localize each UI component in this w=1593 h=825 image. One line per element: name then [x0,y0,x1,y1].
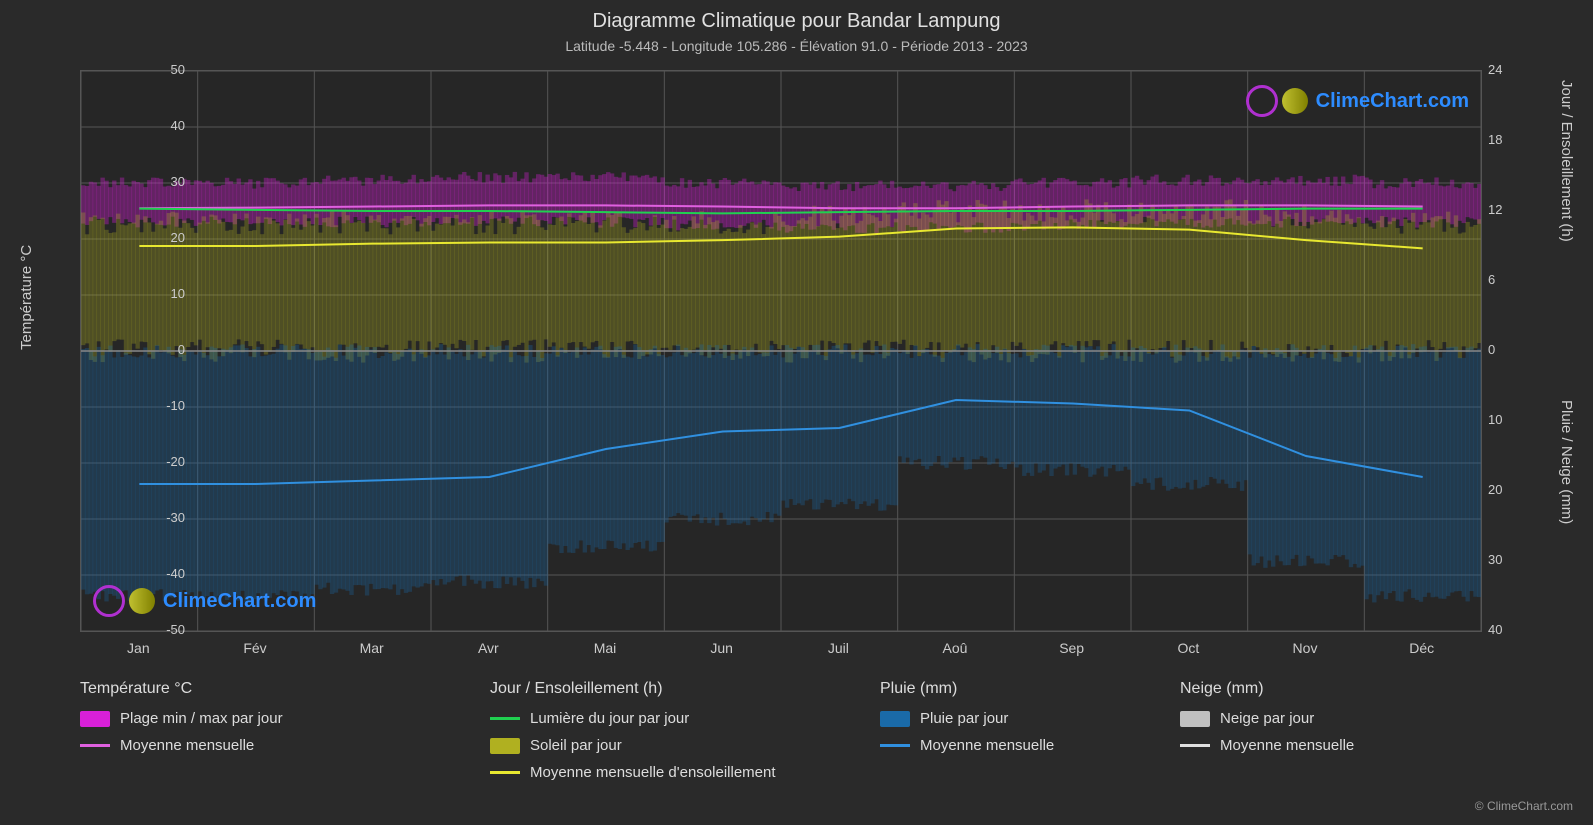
y-tick-left: -30 [85,510,185,525]
y-tick-left: -40 [85,566,185,581]
legend-head: Température °C [80,680,283,698]
y-tick-right-hours: 24 [1488,62,1548,77]
y-tick-left: 40 [85,118,185,133]
y-tick-right-mm: 10 [1488,412,1548,427]
y-axis-right-top-label: Jour / Ensoleillement (h) [1558,80,1575,242]
legend-col-snow: Neige (mm) Neige par jour Moyenne mensuel… [1180,680,1354,764]
legend-item: Lumière du jour par jour [490,710,776,727]
legend-item: Moyenne mensuelle [80,737,283,754]
y-tick-right-hours: 18 [1488,132,1548,147]
page: Diagramme Climatique pour Bandar Lampung… [0,0,1593,825]
legend-swatch-icon [80,744,110,747]
x-tick-label: Juil [780,640,896,656]
brand-text: ClimeChart.com [163,590,316,613]
x-tick-label: Jan [80,640,196,656]
legend-swatch-icon [1180,711,1210,727]
legend-label: Moyenne mensuelle d'ensoleillement [530,764,776,781]
y-tick-right-hours: 12 [1488,202,1548,217]
chart-subtitle: Latitude -5.448 - Longitude 105.286 - Él… [0,38,1593,54]
legend-col-temp: Température °C Plage min / max par jour M… [80,680,283,764]
legend-item: Soleil par jour [490,737,776,754]
x-tick-label: Oct [1130,640,1246,656]
brand-text: ClimeChart.com [1316,90,1469,113]
y-axis-left-label: Température °C [18,245,35,350]
logo-ring-icon [1246,85,1278,117]
chart-title: Diagramme Climatique pour Bandar Lampung [0,10,1593,33]
x-tick-label: Aoû [897,640,1013,656]
legend-label: Moyenne mensuelle [120,737,254,754]
credit-text: © ClimeChart.com [1475,799,1573,813]
y-tick-left: 50 [85,62,185,77]
legend-swatch-icon [80,711,110,727]
x-tick-label: Sep [1014,640,1130,656]
legend-head: Neige (mm) [1180,680,1354,698]
logo-sun-icon [1282,88,1308,114]
legend-label: Soleil par jour [530,737,622,754]
y-tick-right-mm: 20 [1488,482,1548,497]
x-tick-label: Nov [1247,640,1363,656]
x-tick-label: Fév [197,640,313,656]
y-tick-left: -50 [85,622,185,637]
brand-logo-bottom: ClimeChart.com [93,585,316,617]
y-tick-left: 30 [85,174,185,189]
y-tick-left: 10 [85,286,185,301]
logo-ring-icon [93,585,125,617]
legend-item: Pluie par jour [880,710,1054,727]
legend-swatch-icon [1180,744,1210,747]
legend-col-sun: Jour / Ensoleillement (h) Lumière du jou… [490,680,776,791]
legend-label: Plage min / max par jour [120,710,283,727]
legend-label: Pluie par jour [920,710,1008,727]
x-tick-label: Avr [430,640,546,656]
logo-sun-icon [129,588,155,614]
legend-head: Pluie (mm) [880,680,1054,698]
y-tick-left: -10 [85,398,185,413]
brand-logo-top: ClimeChart.com [1246,85,1469,117]
y-tick-left: -20 [85,454,185,469]
legend-swatch-icon [490,771,520,774]
y-tick-right-mm: 40 [1488,622,1548,637]
chart-area: ClimeChart.com ClimeChart.com [80,70,1482,632]
legend-swatch-icon [490,738,520,754]
legend-col-rain: Pluie (mm) Pluie par jour Moyenne mensuel… [880,680,1054,764]
x-tick-label: Mai [547,640,663,656]
y-tick-right-hours: 6 [1488,272,1548,287]
legend-swatch-icon [490,717,520,720]
legend-item: Moyenne mensuelle [880,737,1054,754]
legend-label: Neige par jour [1220,710,1314,727]
y-tick-left: 20 [85,230,185,245]
legend-label: Moyenne mensuelle [1220,737,1354,754]
legend-item: Plage min / max par jour [80,710,283,727]
chart-svg [81,71,1481,631]
y-tick-left: 0 [85,342,185,357]
legend-swatch-icon [880,711,910,727]
legend-head: Jour / Ensoleillement (h) [490,680,776,698]
x-tick-label: Mar [314,640,430,656]
legend-label: Lumière du jour par jour [530,710,689,727]
legend-item: Moyenne mensuelle [1180,737,1354,754]
y-tick-right-hours: 0 [1488,342,1548,357]
legend-item: Neige par jour [1180,710,1354,727]
y-tick-right-mm: 30 [1488,552,1548,567]
legend-label: Moyenne mensuelle [920,737,1054,754]
y-axis-right-bottom-label: Pluie / Neige (mm) [1558,400,1575,524]
x-tick-label: Déc [1364,640,1480,656]
x-tick-label: Jun [664,640,780,656]
legend-item: Moyenne mensuelle d'ensoleillement [490,764,776,781]
legend-swatch-icon [880,744,910,747]
